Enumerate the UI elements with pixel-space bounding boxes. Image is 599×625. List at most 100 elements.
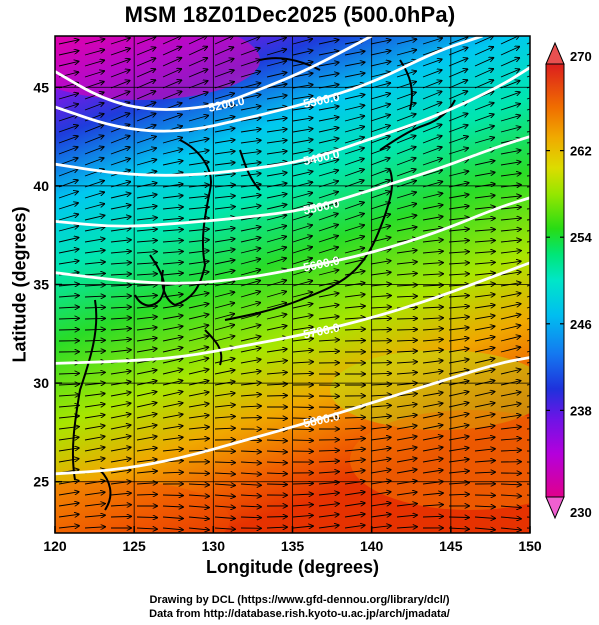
wind-arrow: [344, 428, 365, 429]
wind-arrow: [110, 49, 130, 56]
wind-arrow: [500, 196, 521, 198]
wind-arrow: [396, 227, 417, 232]
credit-drawing: Drawing by DCL (https://www.gfd-dennou.o…: [149, 594, 450, 606]
wind-arrow: [500, 207, 521, 209]
wind-arrow: [84, 527, 105, 528]
wind-arrow: [292, 236, 312, 243]
wind-arrow: [188, 381, 209, 386]
wind-arrow: [474, 437, 495, 440]
wind-arrow: [500, 304, 521, 309]
wind-arrow: [136, 263, 157, 264]
wind-arrow: [500, 495, 521, 496]
wind-arrow: [396, 192, 416, 199]
wind-arrow: [266, 226, 286, 232]
wind-arrow: [500, 240, 521, 242]
wind-arrow: [474, 114, 494, 122]
wind-arrow: [214, 405, 235, 407]
y-axis-label: Latitude (degrees): [9, 206, 30, 363]
wind-arrow: [110, 70, 130, 78]
wind-arrow: [266, 151, 287, 155]
wind-arrow: [84, 372, 105, 374]
wind-arrow: [500, 229, 521, 231]
wind-arrow: [266, 517, 287, 518]
colorbar-tick-label: 230: [570, 505, 592, 520]
wind-arrow: [84, 447, 105, 452]
wind-arrow: [214, 128, 235, 133]
wind-arrow: [448, 114, 468, 122]
wind-arrow: [474, 506, 495, 507]
wind-arrow: [188, 404, 209, 408]
wind-arrow: [188, 116, 208, 122]
wind-arrow: [58, 514, 79, 517]
wind-arrow: [84, 404, 105, 408]
wind-arrow: [292, 171, 313, 177]
wind-arrow: [318, 270, 338, 276]
wind-arrow: [214, 271, 235, 276]
wind-arrow: [240, 303, 260, 309]
wind-arrow: [396, 481, 417, 485]
wind-arrow: [188, 325, 208, 331]
wind-arrow: [396, 318, 417, 319]
wind-arrow: [240, 462, 261, 463]
wind-arrow: [292, 526, 313, 528]
wind-arrow: [58, 61, 79, 67]
wind-arrow: [292, 505, 313, 506]
wind-arrow: [58, 249, 79, 254]
wind-arrow: [58, 503, 79, 507]
wind-arrow: [84, 158, 104, 166]
x-tick-label: 150: [518, 538, 542, 554]
wind-arrow: [188, 81, 208, 89]
wind-arrow: [162, 69, 181, 78]
wind-arrow: [58, 136, 78, 144]
wind-arrow: [344, 62, 365, 67]
wind-arrow: [370, 318, 391, 319]
wind-arrow: [162, 80, 181, 89]
wind-arrow: [292, 107, 313, 111]
wind-arrow: [474, 426, 495, 430]
wind-arrow: [370, 192, 390, 199]
wind-arrow: [448, 483, 469, 484]
wind-arrow: [396, 492, 417, 496]
wind-arrow: [136, 218, 157, 220]
wind-arrow: [474, 195, 495, 198]
wind-arrow: [344, 318, 365, 319]
wind-arrow: [474, 414, 495, 419]
wind-arrow: [448, 359, 469, 364]
wind-arrow: [214, 428, 235, 429]
wind-arrow: [162, 262, 183, 264]
wind-arrow: [162, 114, 182, 122]
wind-arrow: [214, 528, 235, 529]
wind-arrow: [84, 492, 105, 495]
wind-arrow: [370, 330, 391, 331]
wind-arrow: [474, 240, 495, 242]
y-tick-label: 35: [33, 277, 49, 293]
wind-arrow: [422, 102, 442, 111]
wind-arrow: [84, 192, 104, 199]
wind-arrow: [84, 181, 104, 188]
wind-arrow: [136, 137, 156, 144]
wind-arrow: [292, 515, 313, 517]
wind-arrow: [396, 372, 417, 374]
wind-arrow: [422, 205, 443, 210]
wind-arrow: [162, 517, 183, 519]
wind-arrow: [474, 461, 495, 463]
wind-arrow: [318, 214, 338, 221]
wind-arrow: [422, 493, 443, 495]
wind-arrow: [422, 70, 442, 78]
wind-arrow: [266, 258, 286, 265]
wind-arrow: [84, 50, 104, 56]
wind-arrow: [344, 169, 364, 177]
wind-arrow: [500, 104, 520, 111]
wind-arrow: [162, 138, 182, 144]
wind-arrow: [162, 426, 183, 430]
wind-arrow: [448, 328, 469, 331]
wind-arrow: [500, 325, 520, 331]
wind-arrow: [110, 251, 131, 253]
wind-arrow: [396, 362, 417, 363]
wind-arrow: [266, 396, 287, 397]
wind-arrow: [58, 384, 79, 385]
height-contour-line: [55, 36, 373, 111]
wind-arrow: [448, 58, 468, 67]
wind-arrow: [110, 217, 131, 221]
wind-arrow: [266, 527, 287, 528]
